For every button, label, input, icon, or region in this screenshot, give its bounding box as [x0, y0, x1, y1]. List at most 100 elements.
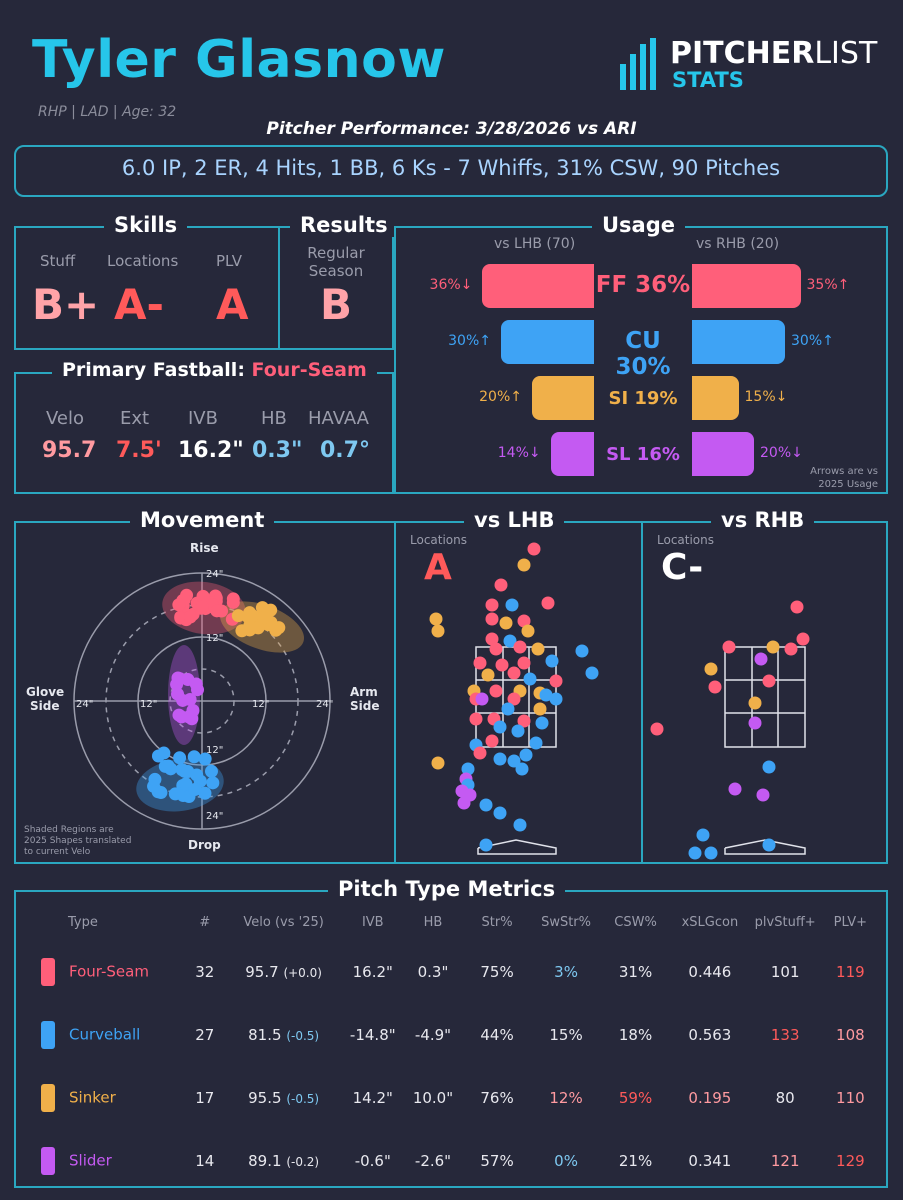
- csw-cell: 18%: [618, 1025, 653, 1044]
- usage-pitch-label: CU 30%: [615, 328, 671, 380]
- str-cell: 57%: [480, 1151, 514, 1170]
- rhb-pitch-dot: [766, 640, 780, 654]
- movement-dot: [196, 589, 210, 603]
- lhb-pitch-dot: [505, 598, 519, 612]
- metrics-title: Pitch Type Metrics: [328, 877, 566, 901]
- table-row: Four-Seam 32 95.7 (+0.0) 16.2" 0.3" 75% …: [26, 940, 880, 1003]
- rhb-pitch-dot: [722, 640, 736, 654]
- summary-line: 6.0 IP, 2 ER, 4 Hits, 1 BB, 6 Ks - 7 Whi…: [121, 156, 781, 180]
- ring-12-top: 12": [206, 633, 224, 644]
- rise-label: Rise: [190, 541, 219, 555]
- movement-dot: [171, 671, 185, 685]
- type-name: Four-Seam: [69, 962, 149, 980]
- vs-lhb-locations-label: Locations: [410, 533, 468, 547]
- str-cell: 75%: [480, 962, 514, 981]
- lhb-pitch-dot: [549, 674, 563, 688]
- usage-bar-rhb: [692, 376, 739, 420]
- lhb-pitch-dot: [545, 654, 559, 668]
- count-cell: 14: [195, 1151, 215, 1170]
- lhb-pitch-dot: [489, 684, 503, 698]
- velo-value: 95.5: [248, 1088, 282, 1107]
- movement-dot: [148, 772, 162, 786]
- col-ivb: IVB: [361, 914, 384, 930]
- ivb-cell: 16.2": [352, 962, 393, 981]
- vs-rhb-title: vs RHB: [711, 508, 815, 532]
- lhb-pitch-dot: [499, 616, 513, 630]
- glove-label-1: Glove: [26, 685, 65, 699]
- lhb-pitch-dot: [549, 692, 563, 706]
- lhb-pitch-dot: [531, 642, 545, 656]
- havaa-label: HAVAA: [308, 408, 369, 429]
- velo-delta: (+0.0): [283, 965, 322, 980]
- lhb-pitch-dot: [529, 736, 543, 750]
- usage-lhb-value: 20%↑: [479, 389, 522, 405]
- hb-cell: -2.6": [414, 1151, 452, 1170]
- swstr-cell: 15%: [549, 1025, 583, 1044]
- vs-rhb-plot: [650, 600, 810, 860]
- movement-dot: [158, 759, 172, 773]
- movement-dot: [187, 750, 201, 764]
- velo-cell: 95.5 (-0.5): [225, 1066, 343, 1129]
- movement-dot: [181, 672, 195, 686]
- csw-cell: 59%: [618, 1088, 653, 1107]
- lhb-pitch-dot: [479, 798, 493, 812]
- velo-delta: (-0.5): [286, 1091, 320, 1106]
- usage-lhb-value: 14%↓: [497, 445, 541, 461]
- lhb-pitch-dot: [495, 658, 509, 672]
- type-cell: Sinker: [26, 1066, 185, 1129]
- lhb-pitch-dot: [479, 838, 493, 852]
- plv-cell: 119: [836, 962, 865, 981]
- logo-text-stats: STATS: [672, 68, 744, 92]
- movement-dot: [206, 776, 220, 790]
- usage-rhb-header: vs RHB (20): [696, 236, 780, 252]
- results-grade: B: [319, 280, 352, 329]
- lhb-pitch-dot: [507, 666, 521, 680]
- rhb-pitch-dot: [762, 838, 776, 852]
- count-cell: 27: [195, 1025, 215, 1044]
- lhb-pitch-dot: [475, 692, 489, 706]
- rhb-pitch-dot: [696, 828, 710, 842]
- glove-label-2: Side: [30, 699, 60, 713]
- swstr-cell: 3%: [554, 962, 578, 981]
- vs-lhb-title: vs LHB: [464, 508, 565, 532]
- lhb-pitch-dot: [469, 712, 483, 726]
- ring-24-left: 24": [76, 699, 94, 710]
- lhb-pitch-dot: [485, 598, 499, 612]
- movement-dot: [188, 782, 202, 796]
- velo-value: 89.1: [248, 1151, 282, 1170]
- lhb-pitch-dot: [485, 612, 499, 626]
- col-type: Type: [68, 914, 98, 930]
- col-stuff: plvStuff+: [754, 914, 816, 930]
- usage-note-line1: Arrows are vs: [810, 466, 878, 477]
- rhb-pitch-dot: [762, 674, 776, 688]
- locations-grade: A-: [114, 280, 164, 329]
- usage-panel: Usage vs LHB (70) vs RHB (20) FF 36% 36%↓…: [394, 213, 888, 494]
- usage-rhb-value: 20%↓: [760, 445, 803, 461]
- usage-bar-rhb: [692, 432, 754, 476]
- lhb-pitch-dot: [507, 754, 521, 768]
- hb-value: 0.3": [252, 438, 303, 463]
- ivb-cell: -0.6": [354, 1151, 391, 1170]
- lhb-pitch-dot: [503, 634, 517, 648]
- usage-title: Usage: [592, 213, 685, 237]
- velo-value: 95.7: [42, 438, 97, 463]
- lhb-pitch-dot: [493, 806, 507, 820]
- movement-dot: [226, 595, 240, 609]
- swstr-cell: 0%: [554, 1151, 578, 1170]
- velo-delta: (-0.5): [286, 1028, 320, 1043]
- movement-dot: [174, 611, 188, 625]
- type-cell: Four-Seam: [26, 940, 185, 1003]
- usage-pitch-label: FF 36%: [595, 272, 691, 298]
- skills-title: Skills: [104, 213, 188, 237]
- rhb-pitch-dot: [756, 788, 770, 802]
- ring-24-bottom: 24": [206, 811, 224, 822]
- hb-label: HB: [261, 408, 287, 429]
- velo-delta: (-0.2): [286, 1154, 320, 1169]
- vs-rhb-panel: vs RHB Locations C-: [641, 508, 888, 864]
- movement-dot: [198, 786, 212, 800]
- lhb-pitch-dot: [489, 642, 503, 656]
- color-swatch: [41, 957, 55, 986]
- lhb-pitch-dot: [473, 746, 487, 760]
- xslg-cell: 0.341: [688, 1151, 732, 1170]
- str-cell: 76%: [480, 1088, 514, 1107]
